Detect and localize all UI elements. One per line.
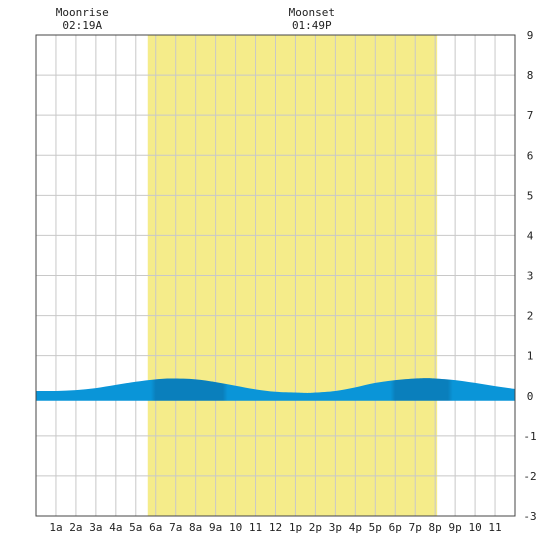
y-tick-label: 0 bbox=[527, 390, 534, 403]
plot-frame bbox=[35, 34, 516, 517]
y-tick-label: -2 bbox=[523, 470, 536, 483]
y-tick-label: 1 bbox=[527, 350, 534, 363]
y-tick-label: 5 bbox=[527, 189, 534, 202]
x-tick-label: 4a bbox=[109, 521, 122, 534]
x-tick-label: 12 bbox=[269, 521, 282, 534]
y-tick-label: 7 bbox=[527, 109, 534, 122]
y-tick-label: 6 bbox=[527, 149, 534, 162]
x-tick-label: 10 bbox=[229, 521, 242, 534]
y-tick-label: 4 bbox=[527, 229, 534, 242]
x-tick-label: 10 bbox=[468, 521, 481, 534]
x-tick-label: 7a bbox=[169, 521, 182, 534]
x-tick-label: 2p bbox=[309, 521, 322, 534]
x-tick-label: 8p bbox=[429, 521, 442, 534]
x-tick-label: 11 bbox=[488, 521, 501, 534]
x-tick-label: 3a bbox=[89, 521, 102, 534]
x-tick-label: 6a bbox=[149, 521, 162, 534]
moon-event-time: 01:49P bbox=[292, 19, 332, 32]
x-tick-label: 9p bbox=[449, 521, 462, 534]
y-tick-label: 3 bbox=[527, 270, 534, 283]
y-tick-label: 9 bbox=[527, 29, 534, 42]
moon-event-label: Moonrise bbox=[56, 6, 109, 19]
x-tick-label: 7p bbox=[409, 521, 422, 534]
x-tick-label: 1p bbox=[289, 521, 302, 534]
y-tick-label: 8 bbox=[527, 69, 534, 82]
moon-event-label: Moonset bbox=[289, 6, 335, 19]
x-tick-label: 8a bbox=[189, 521, 202, 534]
x-tick-label: 1a bbox=[49, 521, 62, 534]
x-tick-label: 5p bbox=[369, 521, 382, 534]
x-tick-label: 5a bbox=[129, 521, 142, 534]
x-tick-label: 11 bbox=[249, 521, 262, 534]
x-tick-label: 4p bbox=[349, 521, 362, 534]
moon-event-time: 02:19A bbox=[62, 19, 102, 32]
x-tick-label: 3p bbox=[329, 521, 342, 534]
y-tick-label: -3 bbox=[523, 510, 536, 523]
y-tick-label: 2 bbox=[527, 310, 534, 323]
x-tick-label: 2a bbox=[69, 521, 82, 534]
x-tick-label: 6p bbox=[389, 521, 402, 534]
y-tick-label: -1 bbox=[523, 430, 536, 443]
tide-area bbox=[36, 378, 515, 401]
x-tick-label: 9a bbox=[209, 521, 222, 534]
